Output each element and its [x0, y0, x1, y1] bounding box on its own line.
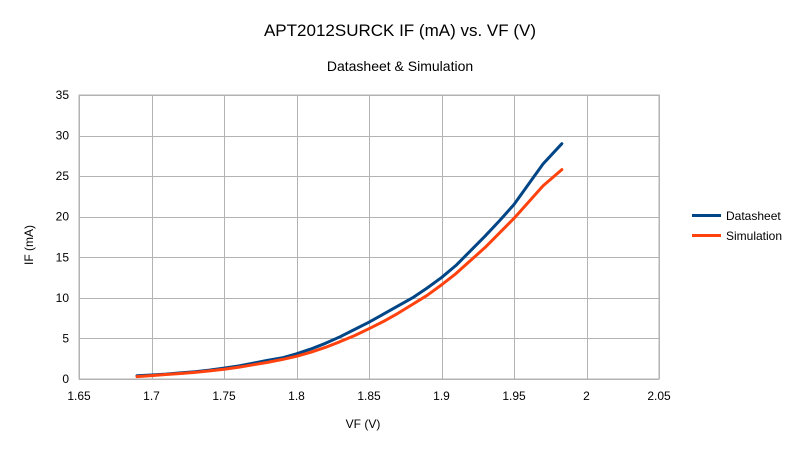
chart-subtitle: Datasheet & Simulation — [327, 58, 473, 74]
plot-area-border — [78, 94, 660, 380]
x-tick-label: 2.05 — [647, 389, 671, 403]
legend-label-datasheet: Datasheet — [726, 209, 781, 223]
series-line-datasheet — [135, 142, 564, 378]
legend-label-simulation: Simulation — [726, 229, 782, 243]
chart-title: APT2012SURCK IF (mA) vs. VF (V) — [264, 21, 536, 40]
x-tick-label: 1.65 — [67, 389, 91, 403]
y-tick-label: 10 — [56, 291, 70, 305]
y-tick-label: 30 — [56, 129, 70, 143]
x-tick-label: 2 — [583, 389, 590, 403]
y-tick-label: 0 — [62, 372, 69, 386]
y-tick-label: 35 — [56, 88, 70, 102]
legend: Datasheet Simulation — [692, 209, 782, 243]
x-axis-label: VF (V) — [346, 417, 381, 431]
y-tick-label: 20 — [56, 210, 70, 224]
tick-label-layer: 1.65 1.7 1.75 1.8 1.85 1.9 1.95 2 2.05 0 5 10 15 20 25… — [56, 88, 671, 403]
x-tick-label: 1.7 — [143, 389, 160, 403]
y-tick-label: 15 — [56, 250, 70, 264]
y-axis-label: IF (mA) — [22, 225, 36, 265]
series-line-simulation — [135, 168, 564, 379]
x-tick-label: 1.85 — [357, 389, 381, 403]
x-tick-label: 1.75 — [212, 389, 236, 403]
grid-layer — [79, 95, 660, 380]
x-tick-label: 1.8 — [288, 389, 305, 403]
x-tick-label: 1.9 — [433, 389, 450, 403]
x-tick-label: 1.95 — [502, 389, 526, 403]
y-tick-label: 25 — [56, 169, 70, 183]
y-tick-label: 5 — [62, 331, 69, 345]
series-layer — [135, 142, 564, 379]
